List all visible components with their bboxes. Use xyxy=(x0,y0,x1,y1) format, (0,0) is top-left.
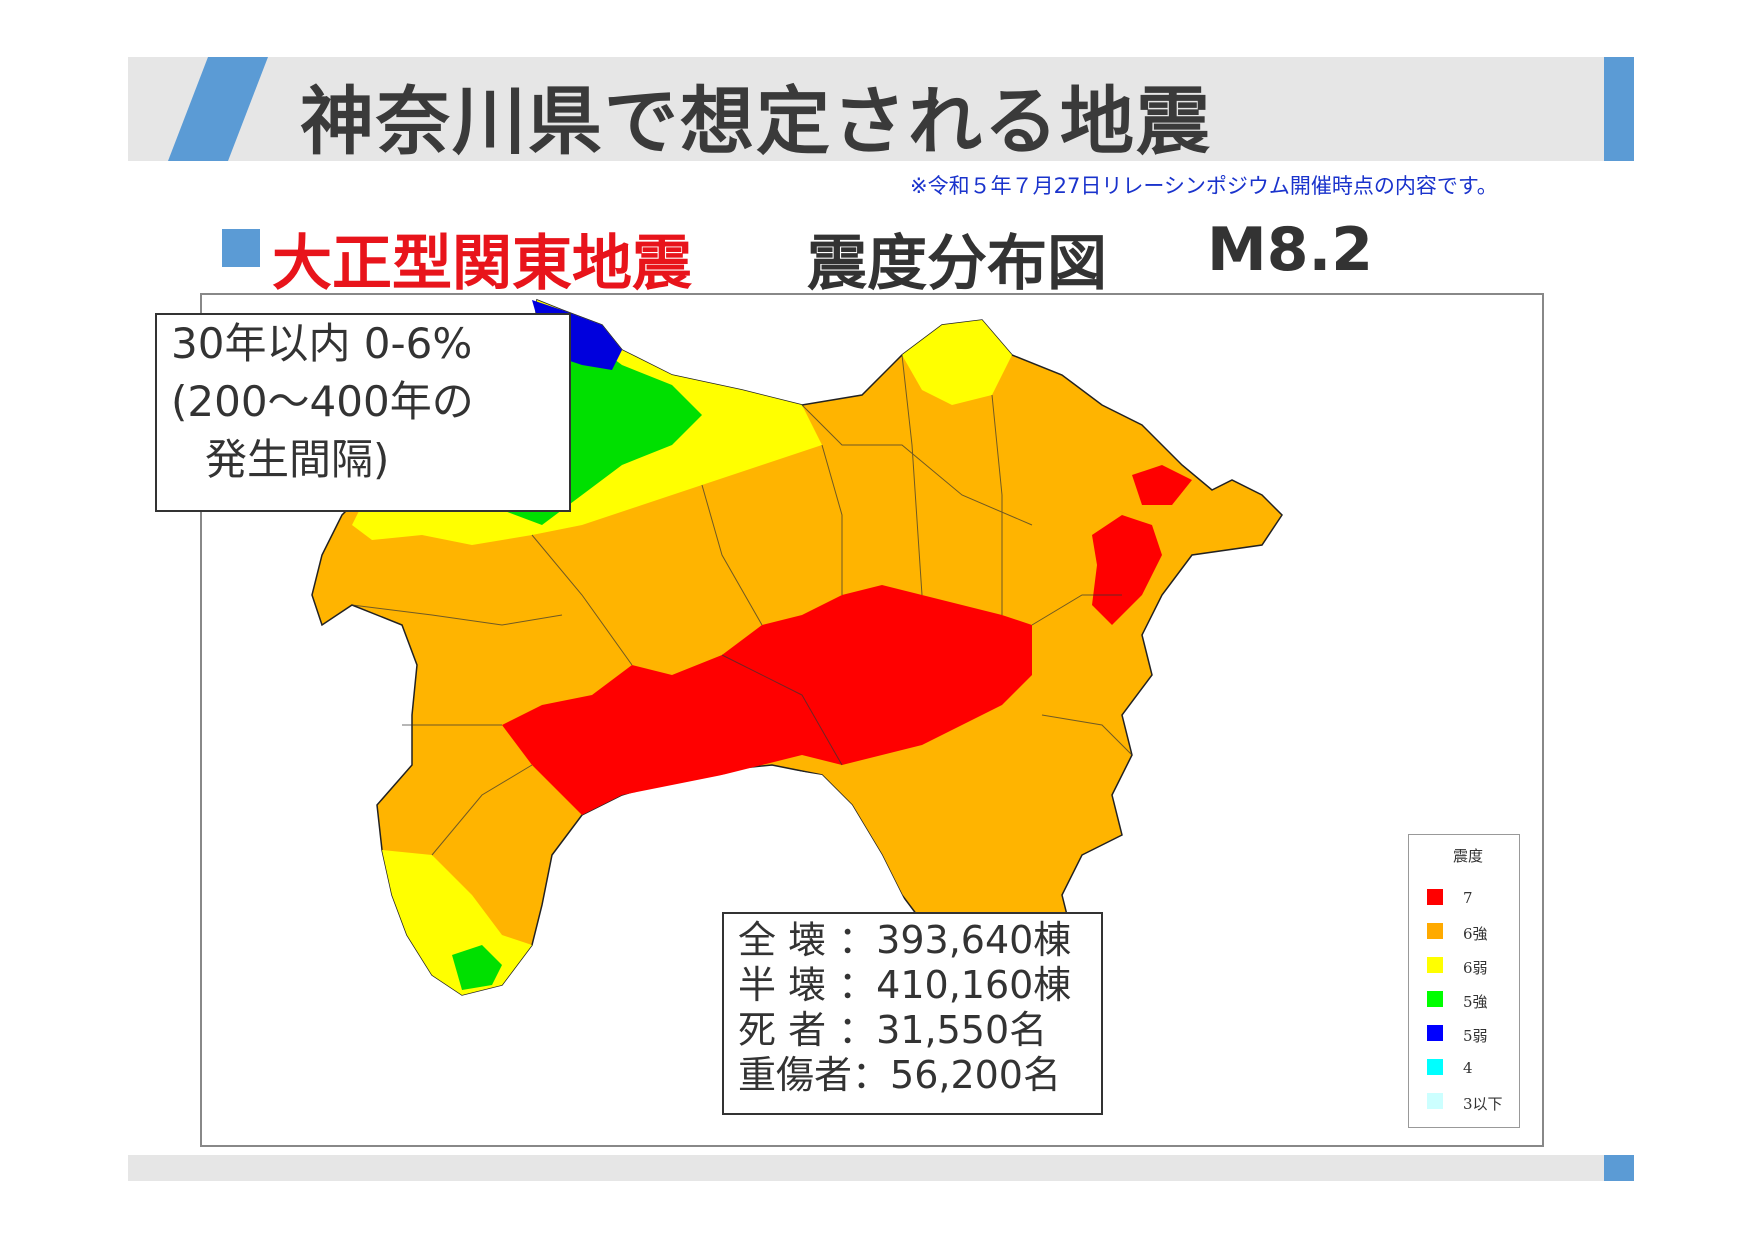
probability-line-1: 30年以内 0-6% xyxy=(171,319,473,368)
page-title: 神奈川県で想定される地震 xyxy=(300,79,1212,165)
stat-row-serious-injuries: 重傷者：56,200名 xyxy=(724,1053,1101,1098)
probability-line-3: 発生間隔) xyxy=(205,435,390,484)
footer-right-accent xyxy=(1604,1155,1634,1181)
date-note: ※令和５年７月27日リレーシンポジウム開催時点の内容です。 xyxy=(910,174,1498,198)
legend-swatch xyxy=(1427,957,1443,973)
title-band xyxy=(128,57,1628,161)
title-right-accent xyxy=(1604,57,1634,161)
legend-label: 4 xyxy=(1463,1059,1473,1077)
legend-label: 5弱 xyxy=(1463,1027,1488,1045)
probability-line-2: (200～400年の xyxy=(171,377,474,426)
stat-label: 死 者 ： xyxy=(738,1008,877,1052)
legend-swatch xyxy=(1427,1093,1443,1109)
intensity-legend: 震度 7 6強 6弱 5強 5弱 4 3以下 xyxy=(1408,834,1520,1128)
legend-title: 震度 xyxy=(1453,847,1484,865)
legend-label: 3以下 xyxy=(1463,1095,1503,1113)
map-type: 震度分布図 xyxy=(807,229,1107,299)
stat-label: 重傷者： xyxy=(738,1053,891,1097)
stat-value: 393,640棟 xyxy=(876,918,1072,962)
stat-row-deaths: 死 者 ：31,550名 xyxy=(724,1008,1101,1053)
stat-value: 31,550名 xyxy=(876,1008,1048,1052)
legend-swatch xyxy=(1427,1025,1443,1041)
legend-label: 6弱 xyxy=(1463,959,1488,977)
stat-row-half-collapse: 半 壊 ：410,160棟 xyxy=(724,963,1101,1008)
magnitude: M8.2 xyxy=(1207,215,1373,285)
stat-value: 410,160棟 xyxy=(876,963,1072,1007)
title-slash-decoration xyxy=(168,57,268,161)
earthquake-name: 大正型関東地震 xyxy=(272,229,692,299)
legend-swatch xyxy=(1427,889,1443,905)
stat-label: 全 壊 ： xyxy=(738,918,877,962)
legend-label: 5強 xyxy=(1463,993,1488,1011)
probability-box: 30年以内 0-6% (200～400年の 発生間隔) xyxy=(155,313,571,512)
legend-label: 6強 xyxy=(1463,925,1488,943)
legend-swatch xyxy=(1427,923,1443,939)
legend-label: 7 xyxy=(1463,889,1473,907)
stat-value: 56,200名 xyxy=(890,1053,1061,1097)
footer-band xyxy=(128,1155,1628,1181)
stat-label: 半 壊 ： xyxy=(738,963,877,1007)
legend-swatch xyxy=(1427,1059,1443,1075)
stat-row-total-collapse: 全 壊 ：393,640棟 xyxy=(724,918,1101,963)
legend-swatch xyxy=(1427,991,1443,1007)
damage-stats-box: 全 壊 ：393,640棟 半 壊 ：410,160棟 死 者 ：31,550名… xyxy=(722,912,1103,1115)
bullet-square-icon xyxy=(222,229,260,267)
